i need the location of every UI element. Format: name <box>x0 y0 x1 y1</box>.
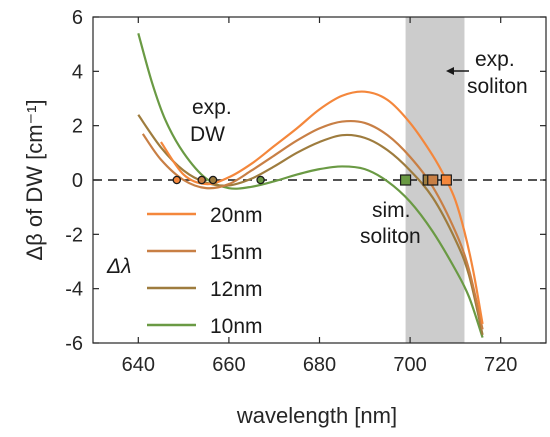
legend-title: Δλ <box>106 255 131 278</box>
dw-marker-12nm <box>208 175 218 185</box>
annotation-sim-soliton-line1: sim. <box>372 199 411 222</box>
annotation-exp-soliton-line2: soliton <box>467 75 528 98</box>
y-axis-label: Δβ of DW [cm⁻¹] <box>22 99 47 260</box>
series-line-20nm <box>160 90 484 325</box>
annotation-exp-soliton-line1: exp. <box>475 48 515 71</box>
x-tick-label: 680 <box>303 354 336 376</box>
y-tick-label: 4 <box>72 61 83 83</box>
series-line-10nm <box>137 33 484 338</box>
dw-marker-20nm <box>172 175 182 185</box>
series-layer <box>137 33 484 338</box>
marker-layer <box>172 174 452 186</box>
series-line-15nm <box>141 119 484 330</box>
axes-layer: 640 660 680 700 720 6 4 2 0 -2 -4 -6 <box>65 7 547 376</box>
y-tick-label: -4 <box>65 279 83 301</box>
legend-label-12nm: 12nm <box>210 278 263 301</box>
legend-label-15nm: 15nm <box>210 241 263 264</box>
x-axis-label: wavelength [nm] <box>236 403 397 428</box>
legend-label-20nm: 20nm <box>210 204 263 227</box>
y-tick-label: 2 <box>72 116 83 138</box>
arrow-left-icon <box>446 67 469 75</box>
annotation-exp-dw-line2: DW <box>190 123 225 146</box>
x-tick-label: 700 <box>393 354 426 376</box>
soliton-marker-20nm <box>440 174 452 186</box>
x-tick-label: 660 <box>212 354 245 376</box>
x-tick-label: 720 <box>484 354 517 376</box>
y-tick-label: 0 <box>72 170 83 192</box>
dw-marker-10nm <box>256 175 265 185</box>
y-tick-label: -2 <box>65 224 83 246</box>
legend-label-10nm: 10nm <box>210 315 263 338</box>
x-tick-label: 640 <box>122 354 155 376</box>
y-tick-label: -6 <box>65 333 83 355</box>
dw-marker-15nm <box>197 175 206 185</box>
annotation-sim-soliton-line2: soliton <box>360 225 421 248</box>
soliton-marker-15nm <box>427 174 439 186</box>
soliton-marker-10nm <box>399 174 412 186</box>
legend: Δλ 20nm 15nm 12nm 10nm <box>106 204 263 338</box>
y-tick-label: 6 <box>72 7 83 29</box>
annotation-exp-dw-line1: exp. <box>192 96 232 119</box>
